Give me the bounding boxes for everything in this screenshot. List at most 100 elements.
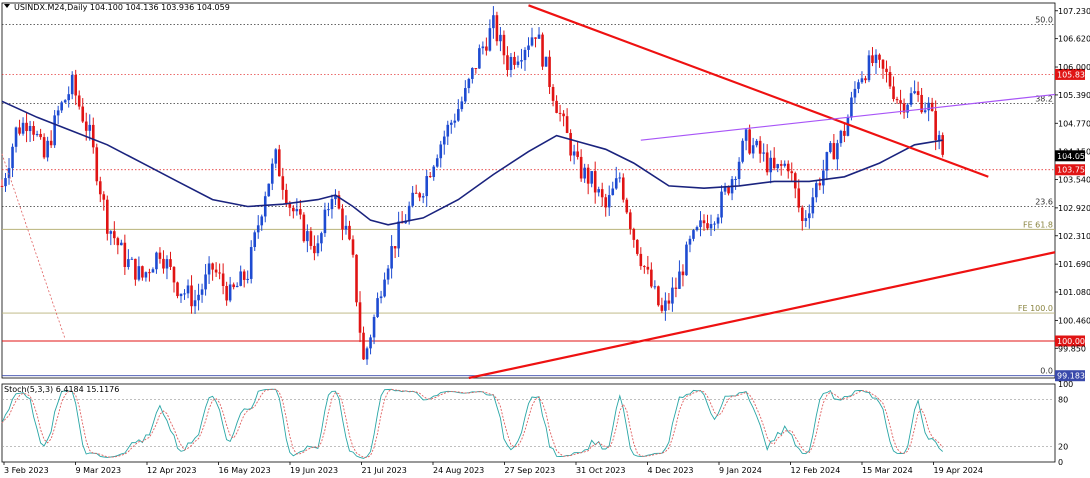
candle-body <box>583 167 586 179</box>
candle <box>523 47 527 71</box>
candle-body <box>214 269 218 273</box>
candle-body <box>25 122 28 132</box>
candle-body <box>467 78 471 89</box>
candle <box>488 19 492 52</box>
trendline <box>528 4 989 178</box>
candle <box>758 136 762 163</box>
dropdown-triangle-icon[interactable] <box>4 4 10 8</box>
candle-body <box>621 177 625 200</box>
stochastic-panel: 100 80 20 0 <box>1 380 1073 467</box>
candle <box>397 211 400 258</box>
candle-body <box>376 298 379 317</box>
candle <box>295 198 299 216</box>
candle <box>713 221 716 232</box>
candle <box>421 193 425 204</box>
candle <box>358 291 362 343</box>
candle-body <box>193 300 197 307</box>
candle <box>867 50 871 83</box>
candle <box>260 214 264 231</box>
candle-body <box>421 196 425 198</box>
candle-body <box>748 129 751 154</box>
candle-body <box>650 269 653 287</box>
candle <box>839 129 843 147</box>
candle <box>937 130 941 150</box>
chart-title: USINDX.M24,Daily 104.100 104.136 103.936… <box>14 3 230 12</box>
candle <box>292 205 295 219</box>
candle-body <box>74 74 78 96</box>
candle <box>667 292 671 311</box>
candle <box>793 171 797 199</box>
candle <box>341 204 344 241</box>
candle <box>913 80 916 95</box>
candle <box>618 172 622 183</box>
candle <box>611 181 615 196</box>
price-tick-label: 106.620 <box>1058 35 1090 44</box>
candle-body <box>148 272 151 274</box>
candle <box>541 32 544 70</box>
candle <box>137 256 141 282</box>
candle-body <box>204 274 207 290</box>
candle-body <box>818 183 822 186</box>
candle-body <box>723 186 727 192</box>
candle <box>25 112 28 143</box>
candle-body <box>492 15 495 29</box>
candle <box>643 265 646 274</box>
candle-body <box>916 91 920 95</box>
candle-body <box>586 167 590 184</box>
candle <box>176 281 179 299</box>
candle <box>765 144 769 176</box>
candle <box>797 179 801 213</box>
candle-body <box>646 266 650 270</box>
candle <box>327 202 330 217</box>
candle-body <box>474 68 478 70</box>
candle <box>857 79 860 94</box>
candle-body <box>695 227 699 231</box>
candle-body <box>267 183 271 197</box>
candle-body <box>874 54 878 64</box>
candle <box>709 214 713 236</box>
stoch-tick-label: 0 <box>1058 458 1063 467</box>
candle <box>169 251 172 271</box>
candle-body <box>478 48 481 69</box>
candle <box>239 265 242 287</box>
candle <box>11 143 14 178</box>
candle <box>49 130 53 148</box>
price-axis: 107.230 106.620 106.000 105.390 104.770 104.1… <box>1055 7 1090 353</box>
candle <box>576 141 579 160</box>
time-tick-label: 3 Feb 2023 <box>4 466 49 475</box>
candle <box>520 48 523 69</box>
price-tag-bg <box>1055 335 1085 347</box>
candle <box>91 117 95 154</box>
candle-body <box>576 151 579 157</box>
candle-body <box>162 258 165 269</box>
candle <box>221 263 225 295</box>
candle <box>218 263 221 280</box>
candle-body <box>137 266 141 280</box>
price-tag-bg <box>1055 164 1085 176</box>
candle <box>607 185 611 216</box>
trendline <box>468 251 1056 380</box>
candle-body <box>46 140 49 158</box>
candle-body <box>836 143 839 160</box>
candle-body <box>758 140 762 154</box>
candle <box>772 147 776 171</box>
candle-body <box>418 193 421 198</box>
candle <box>225 281 228 306</box>
candle <box>344 215 348 235</box>
candle <box>200 283 204 303</box>
candle-body <box>495 15 499 42</box>
candle-body <box>481 46 485 49</box>
stoch-tick-label: 80 <box>1058 396 1068 405</box>
candle-body <box>228 284 232 301</box>
candle-body <box>84 121 88 131</box>
candle-body <box>734 178 737 180</box>
candle-body <box>786 163 790 172</box>
candle <box>688 235 692 253</box>
price-tick-label: 101.690 <box>1058 260 1090 269</box>
candle <box>446 120 450 145</box>
candle <box>874 49 878 75</box>
time-tick-label: 4 Dec 2023 <box>648 466 694 475</box>
candle <box>681 264 685 287</box>
candle-body <box>155 252 158 270</box>
